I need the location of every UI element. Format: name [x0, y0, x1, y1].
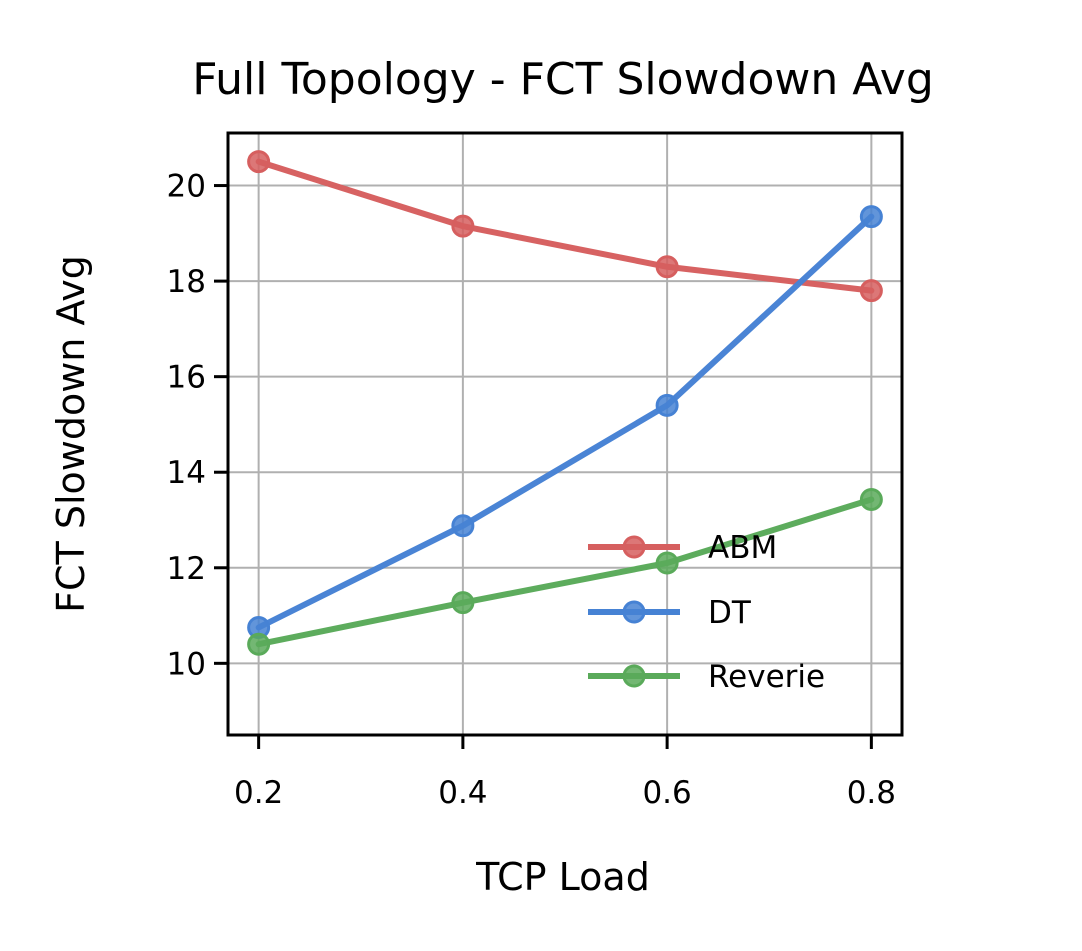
data-point-dt	[655, 393, 679, 417]
y-tick-label: 14	[167, 455, 206, 491]
x-axis-label: TCP Load	[475, 855, 650, 899]
data-point-dt	[451, 514, 475, 538]
series-abm	[247, 150, 883, 303]
legend-swatch-marker	[622, 535, 646, 559]
y-tick-label: 12	[167, 551, 206, 587]
legend: ABM DT Reverie	[588, 530, 825, 695]
legend-label-abm: ABM	[708, 530, 777, 566]
series-dt	[247, 205, 883, 639]
legend-entry-reverie: Reverie	[588, 659, 825, 695]
x-tick-label: 0.4	[438, 775, 487, 811]
legend-label-dt: DT	[708, 595, 752, 631]
axis-ticks: 0.2 0.4 0.6 0.8 10 12 14 16 18 20	[167, 169, 896, 811]
series-line-reverie	[255, 496, 875, 648]
data-point-abm	[655, 255, 679, 279]
data-point-reverie	[859, 487, 883, 511]
data-point-abm	[247, 150, 271, 174]
y-tick-label: 20	[167, 169, 206, 205]
y-axis-label: FCT Slowdown Avg	[49, 255, 93, 613]
legend-entry-abm: ABM	[588, 530, 777, 566]
plot-frame	[226, 131, 904, 737]
data-point-abm	[859, 279, 883, 303]
legend-swatch-marker	[622, 664, 646, 688]
series-line-dt	[255, 213, 875, 631]
data-point-reverie	[451, 591, 475, 615]
x-tick-label: 0.2	[234, 775, 283, 811]
series-line-abm	[255, 158, 875, 294]
y-tick-label: 18	[167, 264, 206, 300]
chart-title: Full Topology - FCT Slowdown Avg	[192, 54, 934, 105]
data-point-reverie	[247, 632, 271, 656]
series-reverie	[247, 487, 883, 656]
plot-series	[247, 150, 883, 656]
data-point-abm	[451, 214, 475, 238]
x-tick-label: 0.8	[847, 775, 896, 811]
legend-entry-dt: DT	[588, 595, 752, 631]
data-point-reverie	[655, 551, 679, 575]
data-point-dt	[859, 205, 883, 229]
y-tick-label: 16	[167, 360, 206, 396]
x-tick-label: 0.6	[642, 775, 691, 811]
y-tick-label: 10	[167, 646, 206, 682]
legend-swatch-marker	[622, 600, 646, 624]
grid-lines	[228, 133, 902, 735]
legend-label-reverie: Reverie	[708, 659, 825, 695]
